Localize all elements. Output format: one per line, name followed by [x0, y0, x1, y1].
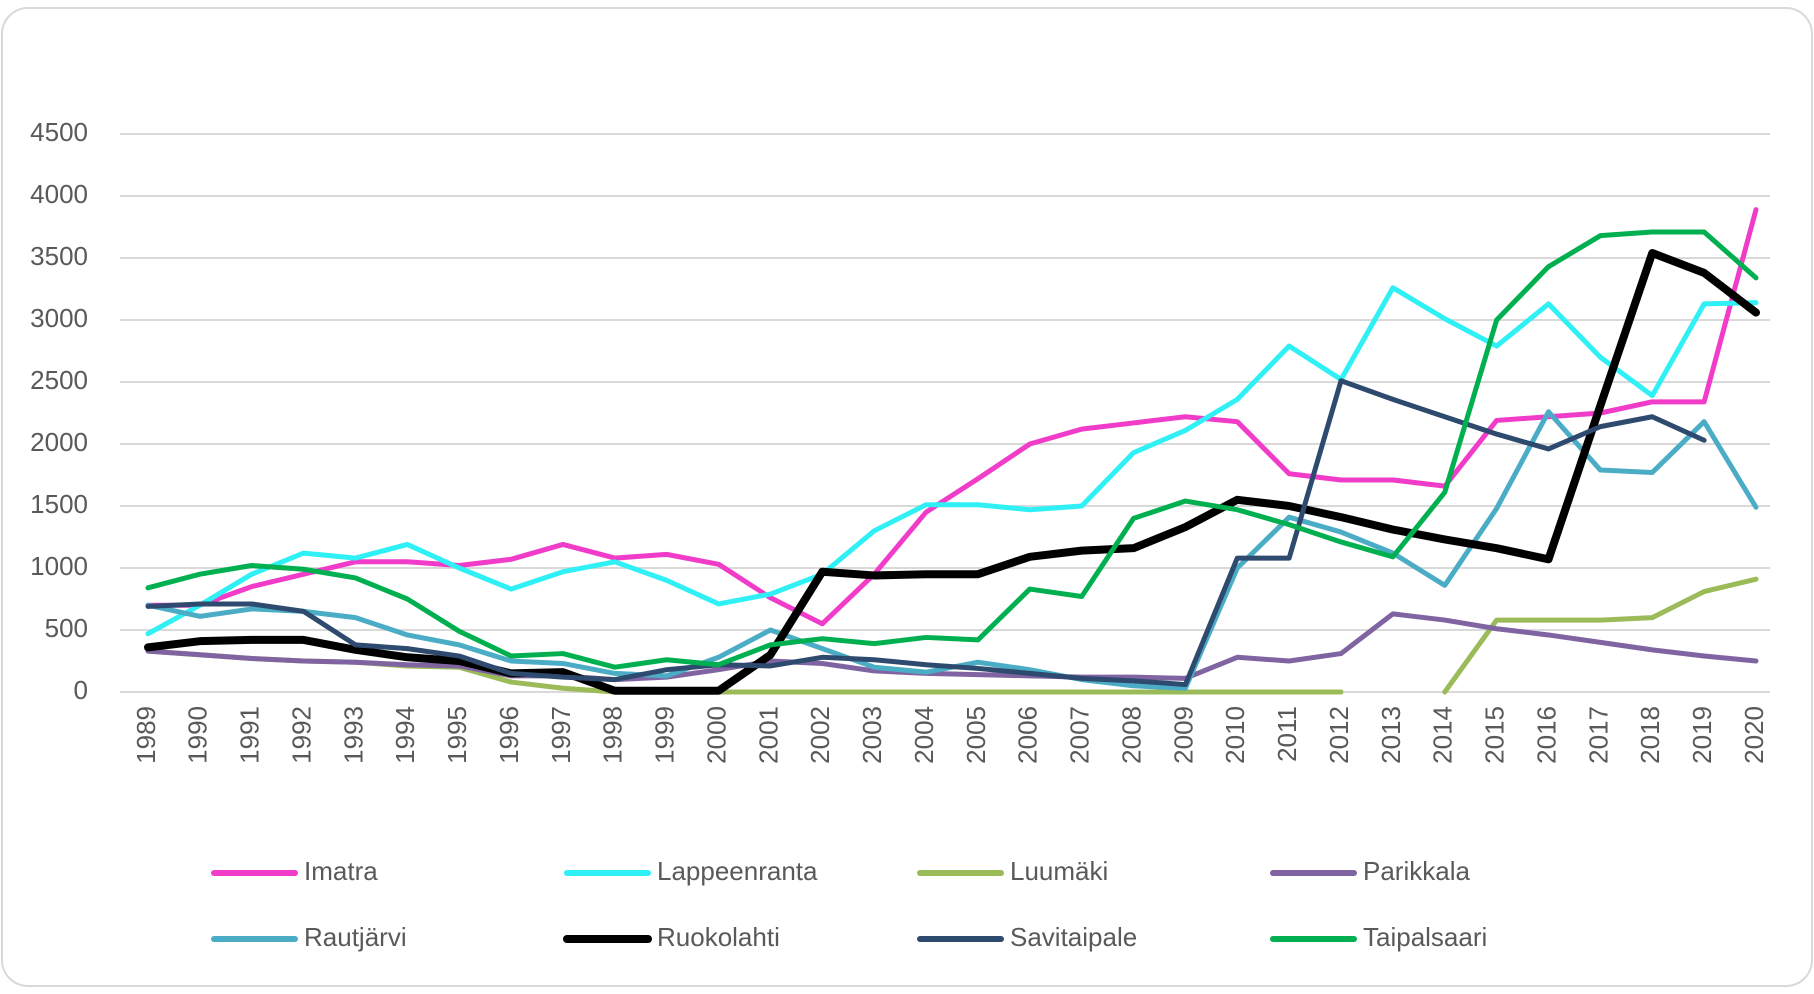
- legend-label: Parikkala: [1363, 856, 1470, 886]
- x-tick-label: 2019: [1687, 706, 1717, 764]
- series-line: [145, 229, 1759, 670]
- y-tick-label: 1500: [30, 489, 88, 519]
- x-tick-label: 2018: [1635, 706, 1665, 764]
- x-tick-label: 2010: [1220, 706, 1250, 764]
- x-tick-label: 2004: [909, 706, 939, 764]
- y-tick-label: 0: [74, 675, 88, 705]
- x-tick-label: 2020: [1739, 706, 1769, 764]
- x-tick-label: 1998: [598, 706, 628, 764]
- x-tick-label: 2000: [701, 706, 731, 764]
- legend-label: Savitaipale: [1010, 922, 1137, 952]
- y-tick-label: 1000: [30, 551, 88, 581]
- x-tick-label: 1995: [442, 706, 472, 764]
- series-line: [145, 378, 1707, 688]
- x-tick-label: 2016: [1531, 706, 1561, 764]
- x-tick-label: 2006: [1013, 706, 1043, 764]
- series-line: [144, 249, 1760, 695]
- x-tick-label: 2009: [1168, 706, 1198, 764]
- x-tick-label: 2017: [1583, 706, 1613, 764]
- x-tick-label: 2013: [1376, 706, 1406, 764]
- x-tick-label: 2011: [1272, 706, 1302, 762]
- x-tick-label: 2014: [1428, 706, 1458, 764]
- x-tick-label: 1993: [338, 706, 368, 764]
- x-tick-label: 1991: [235, 706, 265, 764]
- x-tick-label: 2007: [1065, 706, 1095, 764]
- x-tick-label: 1996: [494, 706, 524, 764]
- x-tick-label: 2002: [805, 706, 835, 764]
- y-tick-label: 4000: [30, 179, 88, 209]
- legend-label: Ruokolahti: [657, 922, 780, 952]
- x-tick-label: 1994: [390, 706, 420, 764]
- legend-label: Lappeenranta: [657, 856, 818, 886]
- x-tick-label: 1992: [286, 706, 316, 764]
- x-tick-label: 2001: [753, 706, 783, 764]
- x-tick-label: 2012: [1324, 706, 1354, 764]
- legend-label: Taipalsaari: [1363, 922, 1487, 952]
- x-tick-label: 1997: [546, 706, 576, 764]
- x-tick-label: 2008: [1116, 706, 1146, 764]
- y-tick-label: 2500: [30, 365, 88, 395]
- x-tick-label: 2005: [961, 706, 991, 764]
- y-tick-label: 2000: [30, 427, 88, 457]
- chart-frame: [1, 7, 1813, 987]
- y-tick-label: 3500: [30, 241, 88, 271]
- x-tick-label: 2003: [857, 706, 887, 764]
- series-line: [145, 611, 1759, 683]
- x-tick-label: 2015: [1480, 706, 1510, 764]
- x-tick-label: 1999: [650, 706, 680, 764]
- x-tick-label: 1990: [183, 706, 213, 764]
- legend-label: Luumäki: [1010, 856, 1108, 886]
- legend-label: Rautjärvi: [304, 922, 407, 952]
- legend-label: Imatra: [304, 856, 378, 886]
- y-tick-label: 500: [45, 613, 88, 643]
- y-tick-label: 3000: [30, 303, 88, 333]
- x-tick-label: 1989: [131, 706, 161, 764]
- y-tick-label: 4500: [30, 117, 88, 147]
